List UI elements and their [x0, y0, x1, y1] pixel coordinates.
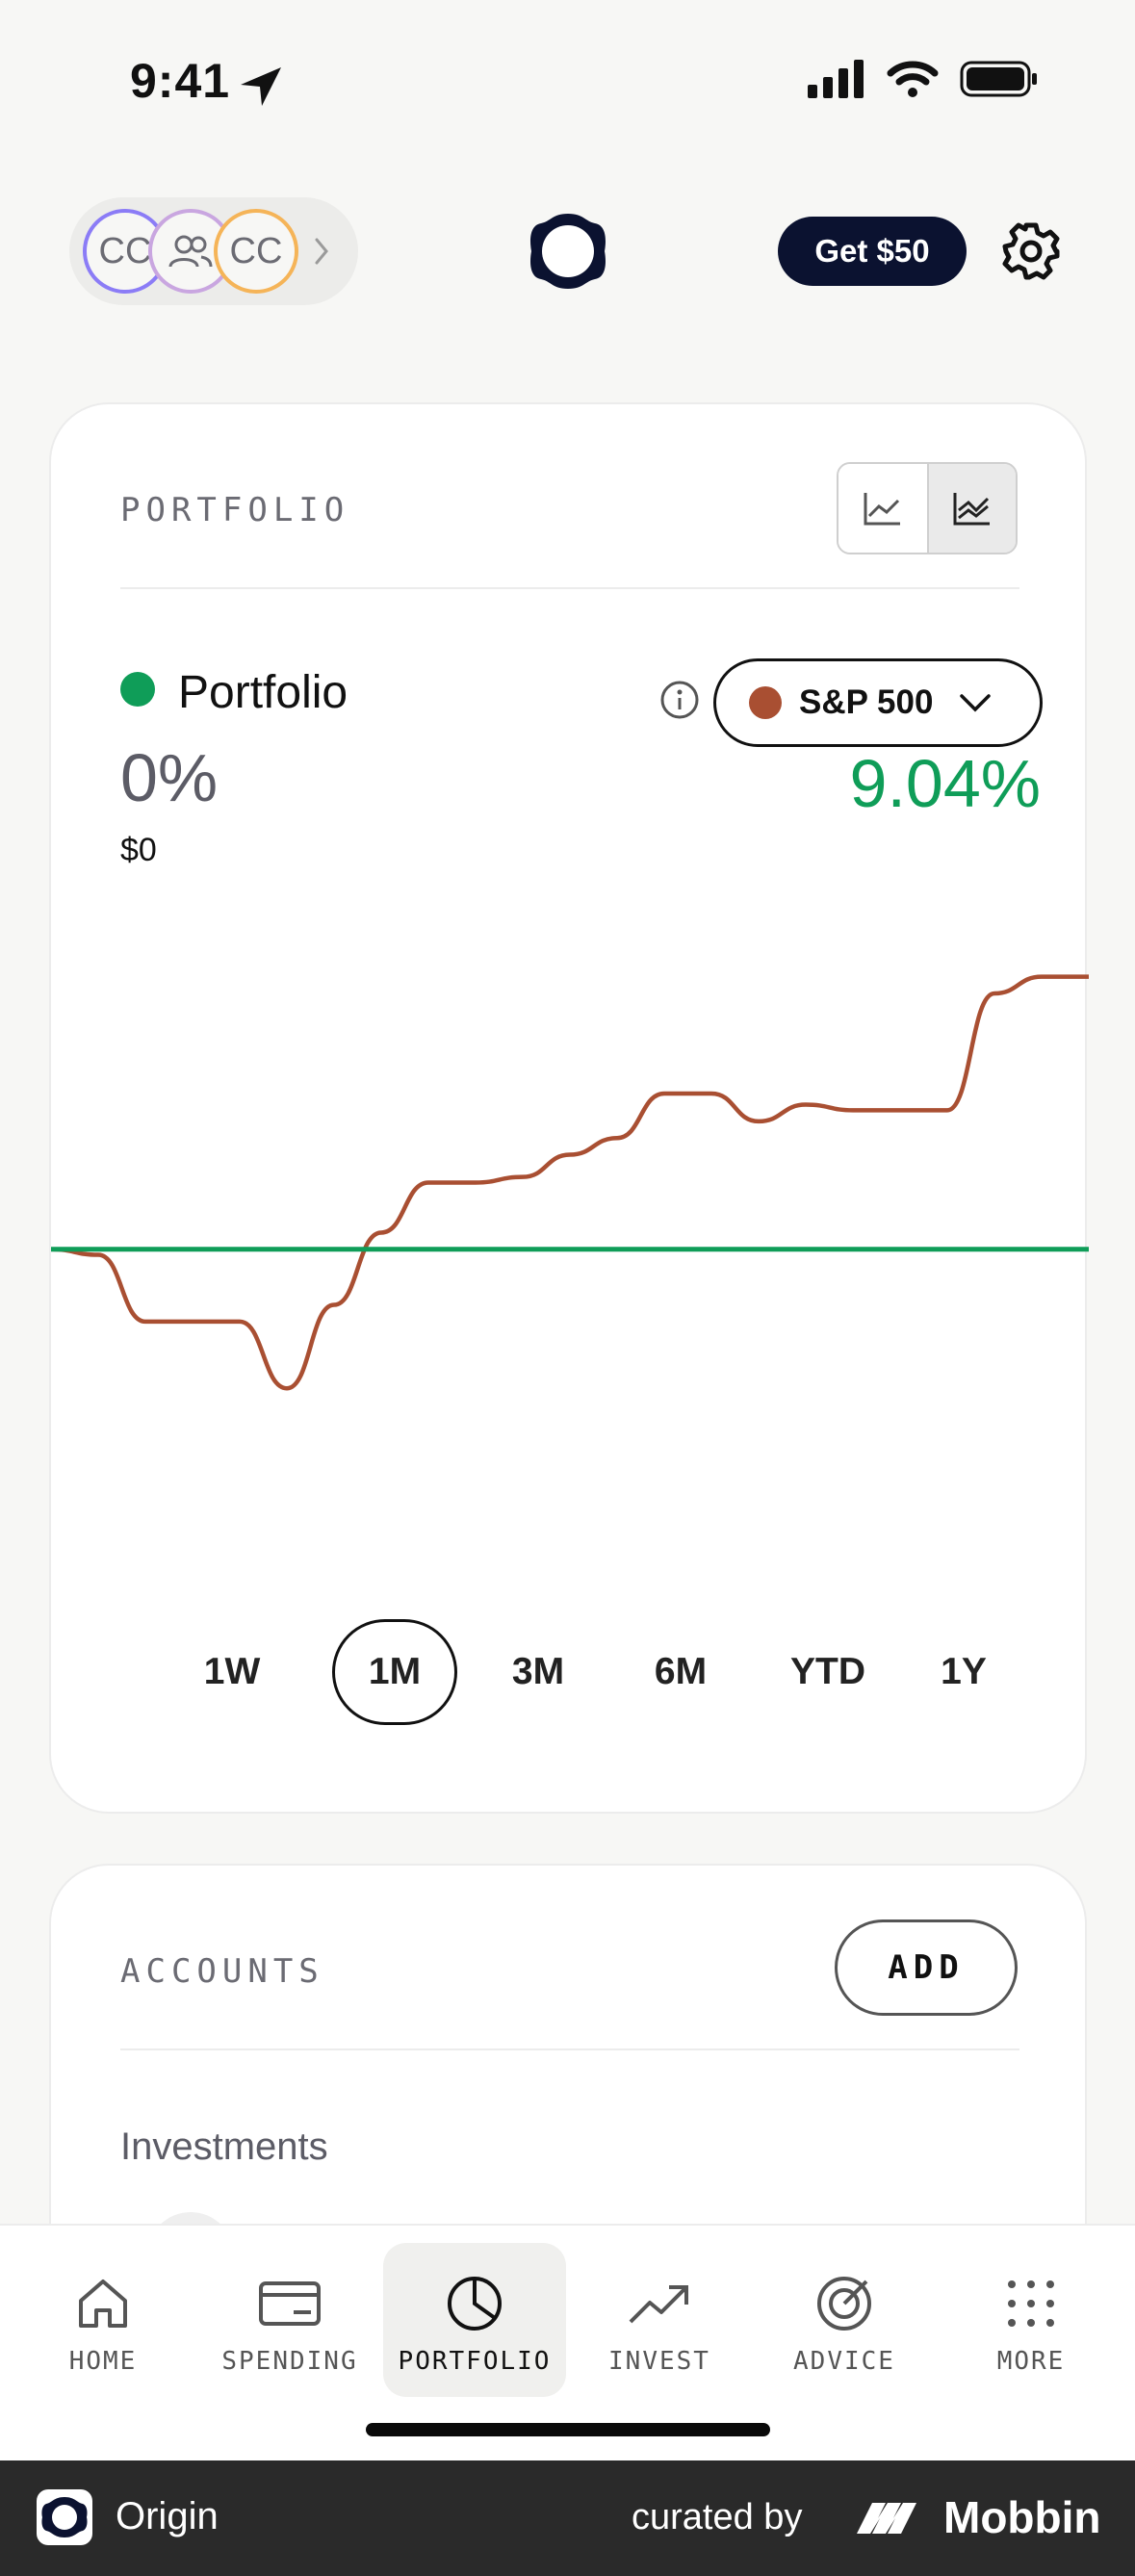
- range-6m[interactable]: 6M: [654, 1651, 708, 1692]
- time-range-selector: 1W 1M 3M 6M YTD 1Y: [193, 1619, 993, 1725]
- series-line-s-p-500: [51, 974, 1089, 1391]
- range-1w[interactable]: 1W: [203, 1651, 261, 1692]
- tab-home[interactable]: HOME: [12, 2243, 194, 2397]
- chart-mode-toggle: [837, 462, 1018, 554]
- footer-source: Mobbin: [943, 2492, 1101, 2542]
- tab-label: INVEST: [608, 2347, 710, 2376]
- portfolio-legend-dot: [120, 672, 155, 707]
- tab-label: PORTFOLIO: [398, 2347, 552, 2376]
- tab-label: MORE: [996, 2347, 1066, 2376]
- target-icon: [817, 2277, 871, 2331]
- tab-label: SPENDING: [221, 2347, 358, 2376]
- benchmark-selector[interactable]: S&P 500: [713, 658, 1043, 747]
- investments-heading: Investments: [120, 2125, 328, 2168]
- profile-switcher[interactable]: CC CC: [69, 197, 358, 305]
- chart-mode-single[interactable]: [838, 464, 927, 553]
- grid-dots-icon: [1008, 2280, 1054, 2327]
- add-account-button[interactable]: ADD: [835, 1919, 1018, 2016]
- benchmark-label: S&P 500: [799, 683, 934, 721]
- origin-logo-icon: [530, 214, 606, 289]
- divider: [120, 587, 1019, 589]
- divider: [120, 2048, 1019, 2050]
- tab-advice[interactable]: ADVICE: [753, 2243, 936, 2397]
- home-indicator: [366, 2423, 770, 2436]
- benchmark-percent: 9.04%: [849, 746, 1041, 821]
- benchmark-legend-dot: [749, 686, 782, 719]
- info-icon[interactable]: [659, 680, 700, 720]
- card-icon: [259, 2281, 321, 2326]
- accounts-section-title: ACCOUNTS: [120, 1952, 324, 1991]
- portfolio-legend-label: Portfolio: [178, 667, 348, 718]
- footer-brand: Origin: [116, 2495, 219, 2537]
- tab-spending[interactable]: SPENDING: [198, 2243, 381, 2397]
- tab-label: ADVICE: [793, 2347, 895, 2376]
- chevron-down-icon: [960, 694, 992, 712]
- chevron-right-icon: [315, 238, 328, 265]
- tab-portfolio[interactable]: PORTFOLIO: [383, 2243, 566, 2397]
- trend-up-icon: [629, 2285, 688, 2324]
- range-3m[interactable]: 3M: [511, 1651, 565, 1692]
- tab-more[interactable]: MORE: [940, 2243, 1122, 2397]
- tab-bar: HOME SPENDING PORTFOLIO INVEST ADVICE: [0, 2224, 1135, 2460]
- performance-chart: [51, 974, 1089, 1391]
- home-icon: [79, 2280, 127, 2328]
- avatar: CC: [214, 209, 298, 294]
- status-time: 9:41: [130, 54, 231, 108]
- line-chart-icon: [864, 493, 900, 526]
- range-1y[interactable]: 1Y: [941, 1651, 987, 1692]
- portfolio-section-title: PORTFOLIO: [120, 491, 350, 529]
- compare-chart-icon: [953, 493, 990, 526]
- tab-invest[interactable]: INVEST: [568, 2243, 751, 2397]
- users-icon: [168, 235, 213, 268]
- footer-curated-by: curated by: [632, 2497, 803, 2537]
- status-icons: [808, 60, 1039, 98]
- origin-logo-icon: [37, 2489, 92, 2545]
- footer-bar: Origin curated by Mobbin: [0, 2460, 1135, 2576]
- pie-chart-icon: [448, 2277, 502, 2331]
- location-arrow-icon: [241, 67, 281, 106]
- tab-label: HOME: [68, 2347, 138, 2376]
- signal-icon: [808, 60, 864, 98]
- mobbin-logo-icon: [857, 2503, 916, 2534]
- portfolio-percent: 0%: [120, 740, 219, 815]
- range-1m[interactable]: 1M: [332, 1619, 457, 1725]
- portfolio-card: PORTFOLIO Portfolio 0% $0 S&P 500: [49, 402, 1089, 1814]
- wifi-icon: [887, 61, 939, 97]
- gear-icon[interactable]: [1001, 221, 1061, 281]
- chart-mode-compare[interactable]: [927, 464, 1016, 553]
- portfolio-value: $0: [120, 832, 157, 868]
- range-ytd[interactable]: YTD: [790, 1651, 865, 1692]
- get-50-button[interactable]: Get $50: [778, 217, 967, 286]
- battery-icon: [960, 61, 1037, 97]
